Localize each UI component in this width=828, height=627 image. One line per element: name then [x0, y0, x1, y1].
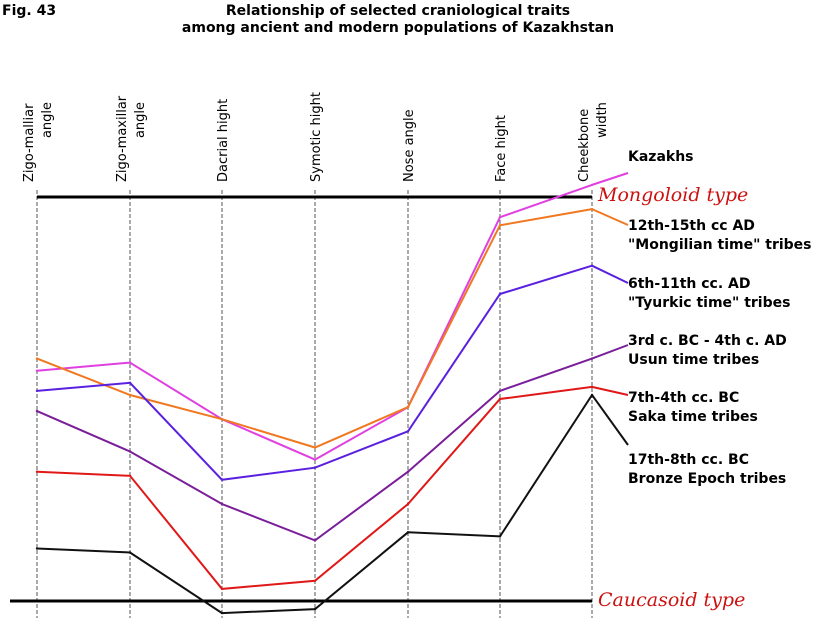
series-5-point-0	[35, 547, 39, 550]
category-label-1: Zigo-maxillar	[115, 95, 130, 182]
series-label-3: 3rd c. BC - 4th c. AD	[628, 333, 787, 349]
series-1-point-2	[220, 418, 224, 421]
series-label-4-line2: Saka time tribes	[628, 409, 758, 425]
series-4-point-5	[498, 397, 502, 401]
series-4-point-0	[35, 470, 39, 473]
series-3-point-5	[498, 389, 502, 393]
series-label-2: 6th-11th cc. AD	[628, 276, 750, 292]
series-4-point-2	[220, 587, 224, 591]
category-label-6-line2: width	[595, 102, 610, 138]
series-leader-1	[591, 208, 629, 226]
series-0-point-3	[313, 458, 317, 461]
category-label-3: Symotic hight	[309, 92, 324, 182]
series-label-1-line2: "Mongilian time" tribes	[628, 237, 812, 253]
series-leader-4	[591, 385, 629, 396]
series-labels: Kazakhs 12th-15th cc AD "Mongilian time" t…	[591, 149, 812, 487]
figure-label: Fig. 43	[2, 3, 56, 19]
series-5-point-2	[220, 611, 224, 615]
series-leader-2	[591, 264, 629, 284]
series-0-point-0	[35, 369, 39, 372]
series-1-point-3	[313, 446, 317, 449]
series-5-point-4	[406, 531, 410, 534]
series-5-point-3	[313, 607, 317, 611]
series-1-point-4	[406, 405, 410, 409]
caucasoid-type-label: Caucasoid type	[598, 589, 745, 611]
series-label-5-line2: Bronze Epoch tribes	[628, 471, 786, 487]
category-label-0-line2: angle	[40, 102, 55, 138]
chart-title-line2: among ancient and modern populations of …	[182, 20, 614, 36]
series-3-point-3	[313, 539, 317, 542]
series-4-point-1	[128, 474, 132, 477]
series-1-point-0	[35, 357, 39, 360]
series-3-point-4	[406, 470, 410, 473]
grid	[36, 190, 593, 618]
series-1-point-5	[498, 224, 502, 227]
category-label-0: Zigo-malliar	[22, 103, 37, 182]
series-2-point-0	[35, 389, 39, 393]
series-3-point-2	[220, 502, 224, 506]
series-2-point-3	[313, 466, 317, 469]
series-5-point-5	[498, 535, 502, 538]
mongoloid-type-label: Mongoloid type	[597, 184, 748, 206]
category-label-6: Cheekbone	[577, 109, 592, 182]
category-label-4: Nose angle	[402, 109, 417, 182]
series-3-point-1	[128, 450, 132, 453]
chart-title-line1: Relationship of selected craniological t…	[226, 3, 570, 19]
series-label-2-line2: "Tyurkic time" tribes	[628, 295, 790, 311]
series-label-1: 12th-15th cc AD	[628, 218, 755, 234]
series-1-point-1	[128, 393, 132, 397]
series-2-point-4	[406, 430, 410, 433]
series-2-point-5	[498, 292, 502, 296]
series-2-point-2	[220, 478, 224, 481]
series-2-point-1	[128, 381, 132, 384]
scale-lines	[10, 195, 592, 603]
series-lines	[35, 183, 594, 615]
series-3-point-0	[35, 409, 39, 413]
series-label-5: 17th-8th cc. BC	[628, 452, 749, 468]
series-label-0: Kazakhs	[628, 149, 694, 165]
series-leader-5	[591, 394, 629, 446]
series-5-point-1	[128, 551, 132, 554]
series-4-point-3	[313, 579, 317, 582]
category-labels: Zigo-malliar angle Zigo-maxillar angle Dacri…	[22, 92, 610, 182]
series-0-point-1	[128, 361, 132, 364]
series-label-4: 7th-4th cc. BC	[628, 390, 739, 406]
category-label-2: Dacrial hight	[216, 99, 231, 182]
series-leader-0	[591, 172, 629, 186]
category-label-1-line2: angle	[133, 102, 148, 138]
series-label-3-line2: Usun time tribes	[628, 352, 759, 368]
category-label-5: Face hight	[494, 115, 509, 182]
series-0-point-5	[498, 216, 502, 219]
series-4-point-4	[406, 502, 410, 506]
series-leader-3	[591, 344, 629, 360]
